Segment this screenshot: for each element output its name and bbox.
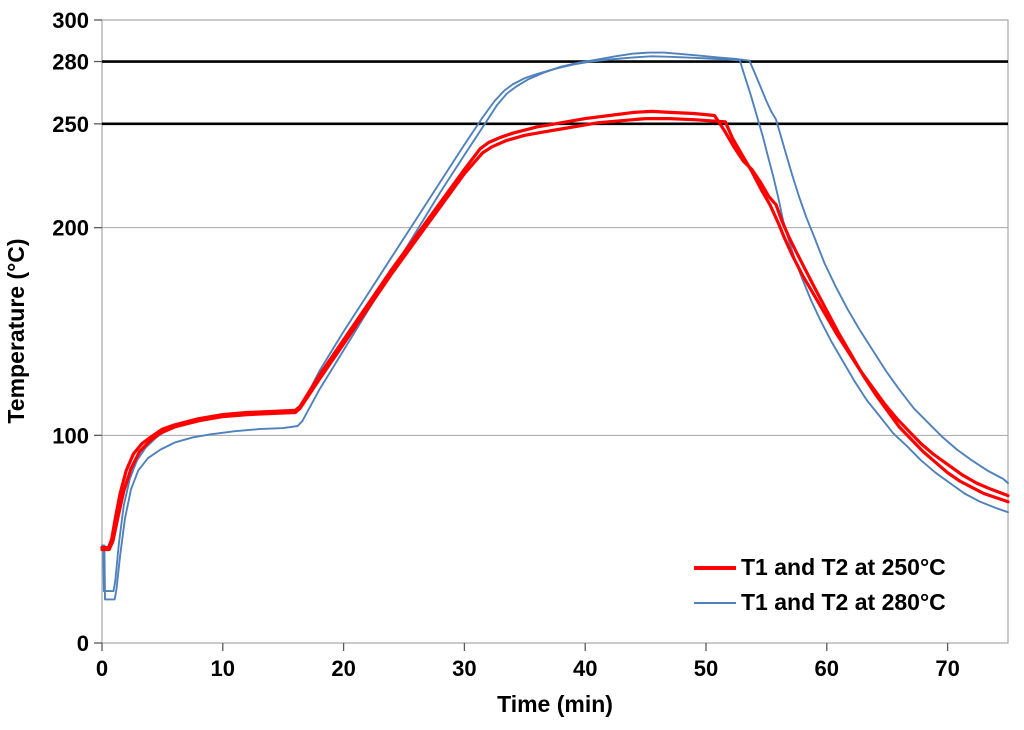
x-axis-title: Time (min) [497, 691, 613, 717]
y-tick-label-250: 250 [52, 112, 89, 137]
y-tick-label-200: 200 [52, 216, 89, 241]
x-tick-label-40: 40 [573, 656, 597, 681]
y-axis-title: Temperature (°C) [3, 238, 29, 423]
legend-line-blue-icon [694, 601, 736, 604]
series-t2-280 [101, 51, 1009, 601]
y-tick-label-280: 280 [52, 50, 89, 75]
series-t1-280 [101, 55, 1009, 593]
series-t2-250 [100, 116, 1010, 552]
y-tick-label-100: 100 [52, 423, 89, 448]
x-tick-label-20: 20 [331, 656, 355, 681]
legend: T1 and T2 at 250°C T1 and T2 at 280°C [694, 550, 946, 620]
x-tick-label-70: 70 [935, 656, 959, 681]
series-t1-250 [100, 109, 1010, 550]
y-tick-label-300: 300 [52, 8, 89, 33]
legend-label-250: T1 and T2 at 250°C [741, 554, 946, 580]
legend-line-red-icon [694, 565, 736, 570]
y-tick-label-0: 0 [77, 631, 89, 656]
legend-item-280: T1 and T2 at 280°C [694, 585, 946, 620]
x-tick-label-60: 60 [815, 656, 839, 681]
legend-label-280: T1 and T2 at 280°C [741, 589, 946, 615]
x-tick-label-10: 10 [211, 656, 235, 681]
x-tick-label-50: 50 [694, 656, 718, 681]
x-tick-label-30: 30 [452, 656, 476, 681]
legend-item-250: T1 and T2 at 250°C [694, 550, 946, 585]
x-tick-label-0: 0 [96, 656, 108, 681]
